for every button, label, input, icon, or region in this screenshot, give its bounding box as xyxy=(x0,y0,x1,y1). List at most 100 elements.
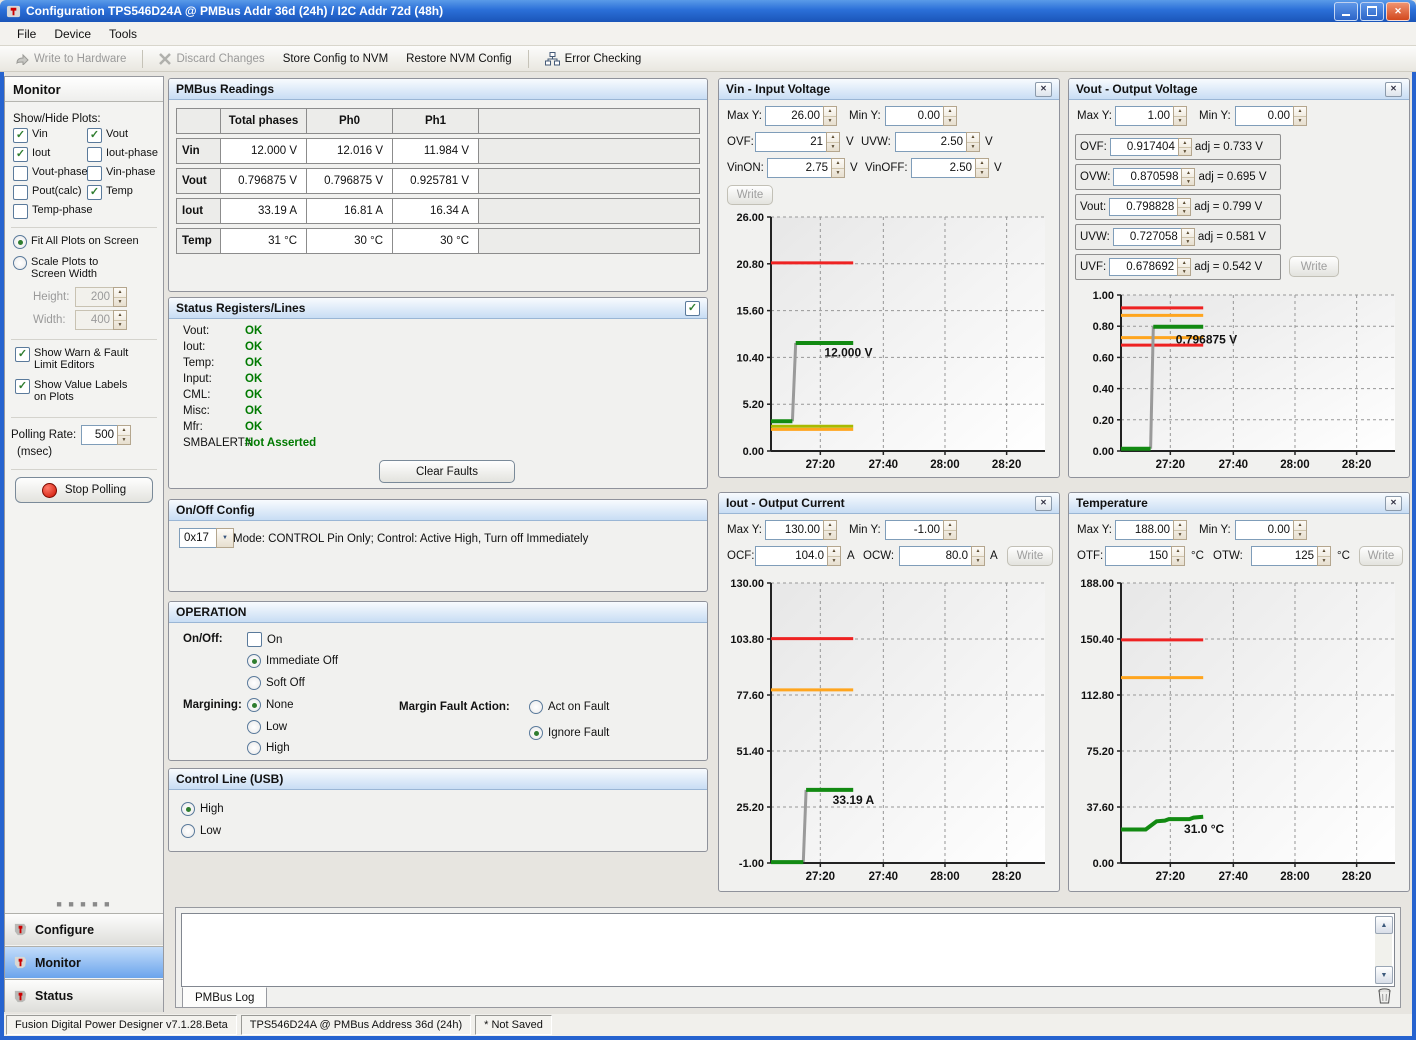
vin-write-button[interactable]: Write xyxy=(727,185,773,205)
scroll-up-icon[interactable]: ▲ xyxy=(1375,916,1393,934)
radio[interactable] xyxy=(247,676,261,690)
status-label: Input: xyxy=(183,373,212,385)
spinner-buttons[interactable]: ▲▼ xyxy=(1293,520,1307,540)
radio[interactable] xyxy=(13,235,27,249)
checkbox[interactable]: ✓ xyxy=(15,347,30,362)
vout-total: 0.796875 V xyxy=(221,169,307,193)
menu-bar: File Device Tools xyxy=(0,22,1416,46)
radio[interactable] xyxy=(529,700,543,714)
spinner-buttons[interactable]: ▲▼ xyxy=(823,520,837,540)
spinner-buttons[interactable]: ▲▼ xyxy=(971,546,985,566)
svg-text:25.20: 25.20 xyxy=(736,802,764,814)
store-config-nvm-button[interactable]: Store Config to NVM xyxy=(276,50,395,68)
spinner-buttons[interactable]: ▲▼ xyxy=(1173,106,1187,126)
stop-polling-button[interactable]: Stop Polling xyxy=(15,477,153,503)
maximize-icon[interactable] xyxy=(1360,2,1384,21)
spinner-buttons[interactable]: ▲▼ xyxy=(1181,228,1195,246)
radio[interactable] xyxy=(13,256,27,270)
radio[interactable] xyxy=(247,654,261,668)
spinner-buttons[interactable]: ▲▼ xyxy=(975,158,989,178)
radio[interactable] xyxy=(247,741,261,755)
spinner-buttons[interactable]: ▲▼ xyxy=(943,106,957,126)
spinner-buttons[interactable]: ▲▼ xyxy=(831,158,845,178)
onoff-mode-select[interactable]: 0x17 ▼ xyxy=(179,528,234,548)
vout-chart: 0.000.200.400.600.801.0027:2027:4028:002… xyxy=(1073,285,1405,473)
show-warn-fault-check: ✓Show Warn & Fault Limit Editors xyxy=(15,347,152,371)
spinner-buttons[interactable]: ▲▼ xyxy=(826,132,840,152)
checkbox[interactable]: ✓ xyxy=(13,204,28,219)
checkbox[interactable]: ✓ xyxy=(13,166,28,181)
checkbox[interactable]: ✓ xyxy=(13,128,28,143)
otw-label: OTW: xyxy=(1213,546,1243,566)
spinner-buttons[interactable]: ▲▼ xyxy=(943,520,957,540)
sidebar-item-status[interactable]: Status xyxy=(5,979,163,1012)
panel-title: Status Registers/Lines xyxy=(176,301,305,315)
iout-write-button[interactable]: Write xyxy=(1007,546,1053,566)
spinner-buttons[interactable]: ▲▼ xyxy=(823,106,837,126)
spinner-buttons[interactable]: ▲▼ xyxy=(1177,198,1191,216)
checkbox[interactable]: ✓ xyxy=(247,632,262,647)
spinner-buttons[interactable]: ▲▼ xyxy=(1178,138,1192,156)
spinner-buttons[interactable]: ▲▼ xyxy=(113,287,127,307)
checkbox[interactable]: ✓ xyxy=(87,128,102,143)
spinner-buttons[interactable]: ▲▼ xyxy=(117,425,131,445)
checkbox[interactable]: ✓ xyxy=(87,147,102,162)
window-border-right xyxy=(1412,22,1416,1040)
clear-faults-button[interactable]: Clear Faults xyxy=(379,460,515,483)
close-icon[interactable]: ✕ xyxy=(1385,82,1402,97)
close-icon[interactable]: ✕ xyxy=(1385,496,1402,511)
pmbus-log-output[interactable]: ▲ ▼ xyxy=(181,913,1395,987)
svg-text:27:20: 27:20 xyxy=(1156,459,1185,471)
radio[interactable] xyxy=(181,802,195,816)
spinner-buttons[interactable]: ▲▼ xyxy=(1173,520,1187,540)
spinner-buttons[interactable]: ▲▼ xyxy=(827,546,841,566)
radio[interactable] xyxy=(247,720,261,734)
minimize-icon[interactable] xyxy=(1334,2,1358,21)
menu-device[interactable]: Device xyxy=(45,24,100,44)
sidebar-splitter-handle[interactable]: ■ ■ ■ ■ ■ xyxy=(5,901,163,907)
vout-ph1: 0.925781 V xyxy=(393,169,479,193)
menu-tools[interactable]: Tools xyxy=(100,24,146,44)
spinner-buttons[interactable]: ▲▼ xyxy=(1171,546,1185,566)
log-scrollbar[interactable]: ▲ ▼ xyxy=(1375,916,1392,984)
checkbox[interactable]: ✓ xyxy=(15,379,30,394)
scroll-down-icon[interactable]: ▼ xyxy=(1375,966,1393,984)
checkbox[interactable]: ✓ xyxy=(87,185,102,200)
checkbox[interactable]: ✓ xyxy=(13,185,28,200)
sidebar-item-configure[interactable]: Configure xyxy=(5,913,163,945)
close-icon[interactable]: ✕ xyxy=(1035,496,1052,511)
immediate-off-radio: Immediate Off xyxy=(247,654,338,668)
status-panel-checkbox[interactable]: ✓ xyxy=(685,301,700,316)
spinner-buttons[interactable]: ▲▼ xyxy=(966,132,980,152)
spinner-buttons[interactable]: ▲▼ xyxy=(1181,168,1195,186)
act-on-fault-radio: Act on Fault xyxy=(529,700,609,714)
spinner-buttons[interactable]: ▲▼ xyxy=(1177,258,1191,276)
spinner-buttons[interactable]: ▲▼ xyxy=(1317,546,1331,566)
radio[interactable] xyxy=(247,698,261,712)
polling-rate-input: 500▲▼ xyxy=(81,425,131,445)
vout-write-button[interactable]: Write xyxy=(1289,256,1339,277)
status-value: OK xyxy=(245,325,262,337)
checkbox[interactable]: ✓ xyxy=(87,166,102,181)
sidebar-item-monitor[interactable]: Monitor xyxy=(5,946,163,978)
error-checking-button[interactable]: Error Checking xyxy=(538,49,649,69)
restore-nvm-config-button[interactable]: Restore NVM Config xyxy=(399,50,518,68)
menu-file[interactable]: File xyxy=(8,24,45,44)
svg-text:28:00: 28:00 xyxy=(1280,871,1309,883)
min-y-label: Min Y: xyxy=(1199,520,1231,540)
discard-changes-button[interactable]: Discard Changes xyxy=(152,50,271,68)
close-icon[interactable]: ✕ xyxy=(1386,2,1410,21)
checkbox[interactable]: ✓ xyxy=(13,147,28,162)
clear-log-trash-icon[interactable] xyxy=(1377,988,1392,1007)
radio[interactable] xyxy=(181,824,195,838)
radio[interactable] xyxy=(529,726,543,740)
vin-off-input: 2.50▲▼ xyxy=(911,158,989,178)
spinner-buttons[interactable]: ▲▼ xyxy=(1293,106,1307,126)
spinner-buttons[interactable]: ▲▼ xyxy=(113,310,127,330)
plot-check-vout-phase: ✓Vout-phase xyxy=(13,166,88,181)
vin-ovf-input: 21▲▼ xyxy=(755,132,840,152)
close-icon[interactable]: ✕ xyxy=(1035,82,1052,97)
write-to-hardware-button[interactable]: Write to Hardware xyxy=(8,49,133,68)
temp-write-button[interactable]: Write xyxy=(1359,546,1403,566)
tab-pmbus-log[interactable]: PMBus Log xyxy=(182,987,267,1008)
